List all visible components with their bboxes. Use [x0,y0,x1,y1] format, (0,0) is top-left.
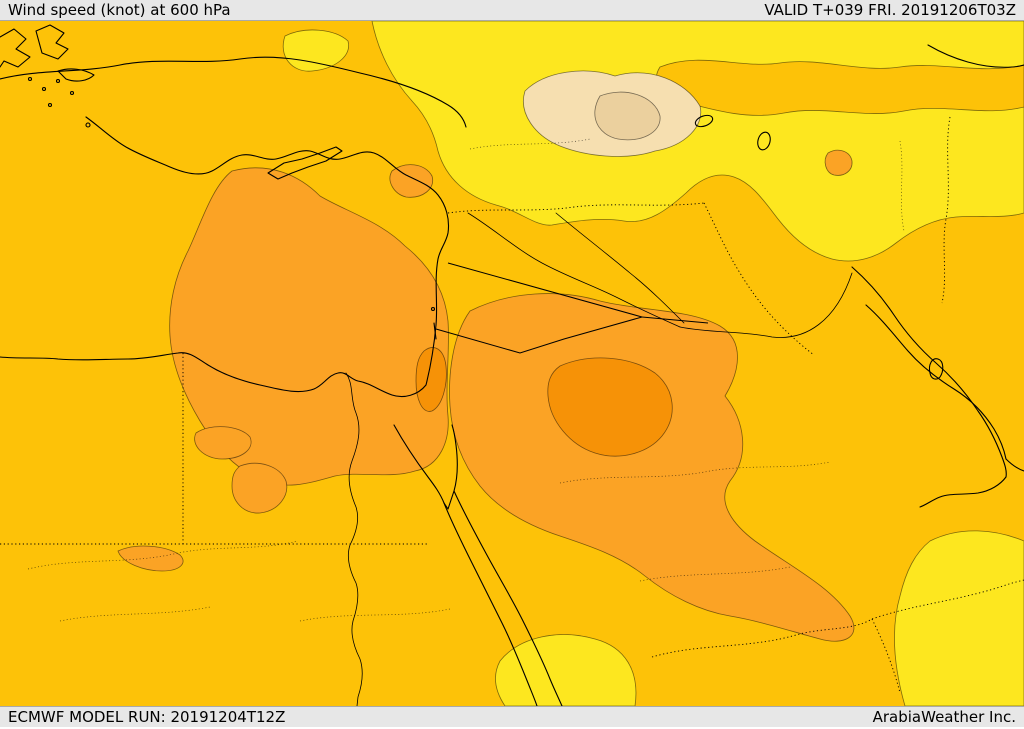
coastline-mediterranean [0,116,450,398]
valid-time-label: VALID T+039 FRI. 20191206T03Z [764,0,1016,19]
lake-urmia [757,131,771,151]
contour-fill-gold-band-topright [656,59,1024,116]
contour-dotted-nubia [299,608,451,622]
contour-fill-orange-egypt-1 [194,426,252,460]
coastline-aegean-1 [0,28,31,68]
contour-fill-orange-egypt-3 [117,545,184,572]
brand-label: ArabiaWeather Inc. [872,707,1016,726]
river-nile [345,372,363,706]
contour-dotted-arabia-2 [639,566,791,582]
contour-fill-yellow-bottom-right [894,530,1024,706]
island-rhodes [85,122,91,128]
contour-fill-orange-egypt-2 [231,462,288,514]
island-aegean-1 [27,76,33,82]
island-aegean-2 [41,86,47,92]
sea-of-galilee [430,306,436,312]
contour-dotted-iran-east [899,140,905,232]
contour-fill-deeporange-arabia-core [547,357,673,457]
coastline-persian-gulf-south [865,304,1007,460]
wind-speed-map [0,21,1024,706]
map-title: Wind speed (knot) at 600 hPa [8,0,231,19]
contour-dotted-egypt-south-1 [27,540,299,570]
coastline-red-sea-west [443,502,538,706]
contour-dotted-arabia-1 [559,461,831,484]
coastline-qatar [928,358,944,380]
river-shatt-al-arab [679,272,853,338]
border-syria-iraq [447,262,643,318]
contour-fill-yellow-topleft [282,29,349,72]
coastline-marmara [57,68,95,82]
river-euphrates [467,212,681,328]
contour-fill-deeporange-deadsea [415,347,447,412]
coastline-caspian [927,44,1024,68]
border-iraq-iran [703,202,815,356]
dead-sea [433,322,437,340]
border-jordan-saudi-iraq [435,316,643,354]
island-aegean-5 [47,102,53,108]
coastline-aegean-2 [35,24,69,60]
title-bar: Wind speed (knot) at 600 hPa VALID T+039… [0,0,1024,21]
contour-fill-orange-levant [169,167,449,486]
lake-van [694,114,714,128]
contour-fill-orange-anatolia-small [389,164,434,198]
contour-fill-orange-zagros-small [824,149,853,176]
weather-map-area [0,21,1024,706]
coastline-cyprus [267,146,343,180]
coastline-red-sea-east [453,490,563,706]
footer-bar: ECMWF MODEL RUN: 20191204T12Z ArabiaWeat… [0,706,1024,727]
coastline-sinai [393,424,458,510]
coastline-black-sea [0,56,467,128]
coastline-persian-gulf-north [851,266,1007,478]
border-iran-interior [941,116,951,304]
contour-dotted-egypt-south-2 [59,606,211,622]
island-aegean-4 [69,90,75,96]
contour-fill-tan-core [594,91,661,141]
border-iraq-saudi-east [641,316,709,324]
island-aegean-3 [55,78,61,84]
river-tigris [555,212,685,324]
border-turkey-syria [447,202,705,214]
coastline-hormuz [1005,458,1024,472]
coastline-uae [919,476,1007,508]
model-run-label: ECMWF MODEL RUN: 20191204T12Z [8,707,286,726]
